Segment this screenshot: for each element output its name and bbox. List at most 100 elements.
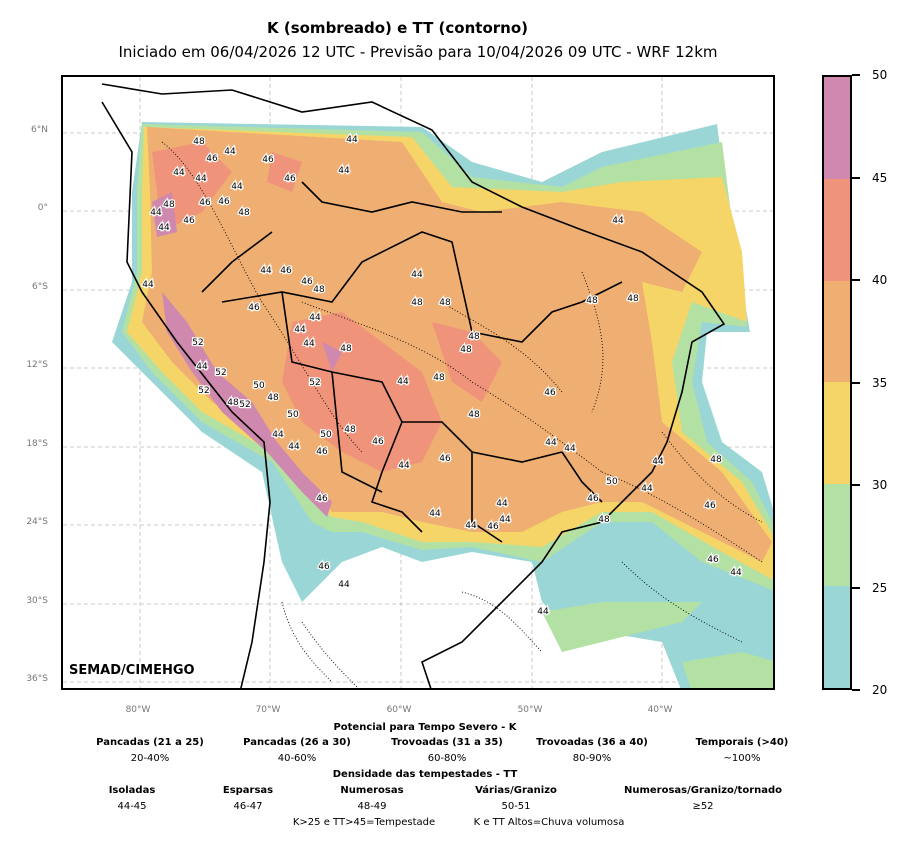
colorbar-tick <box>852 74 860 76</box>
chart-title: K (sombreado) e TT (contorno) <box>267 19 528 37</box>
tt-legend-value: ≥52 <box>692 801 714 812</box>
legend-note-storm: K>25 e TT>45=Tempestade <box>292 817 436 828</box>
contour-label: 48 <box>163 200 175 210</box>
colorbar-tick <box>852 586 860 589</box>
tt-legend-value: 44-45 <box>117 801 147 812</box>
contour-label: 48 <box>227 398 239 408</box>
contour-label: 46 <box>218 197 230 207</box>
contour-label: 44 <box>465 521 477 531</box>
lon-tick-label: 70°W <box>255 705 281 715</box>
colorbar-tick <box>852 689 860 691</box>
contour-label: 52 <box>192 338 203 348</box>
contour-label: 52 <box>215 368 226 378</box>
tt-legend-title: Densidade das tempestades - TT <box>332 769 518 780</box>
contour-label: 50 <box>253 381 265 391</box>
contour-label: 48 <box>586 296 598 306</box>
tt-legend-label: Várias/Granizo <box>475 785 557 796</box>
k-shade-green-south <box>542 602 773 688</box>
lat-tick-label: 6°N <box>31 125 48 135</box>
tt-legend-value: 46-47 <box>233 801 263 812</box>
map-panel: 48 44 46 44 44 44 46 44 46 44 48 46 46 44 48 46 44 44 44 46… <box>61 75 775 690</box>
contour-label: 44 <box>496 499 508 509</box>
k-legend-label: Temporais (>40) <box>695 737 789 748</box>
contour-label: 44 <box>231 182 243 192</box>
colorbar-tick-label: 50 <box>872 68 888 82</box>
k-legend-title: Potencial para Tempo Severo - K <box>333 722 517 733</box>
colorbar-segment <box>824 280 850 383</box>
contour-label: 44 <box>545 438 557 448</box>
contour-label: 50 <box>287 410 299 420</box>
contour-label: 44 <box>338 166 350 176</box>
contour-label: 44 <box>612 216 624 226</box>
contour-label: 50 <box>606 477 618 487</box>
contour-label: 46 <box>316 447 328 457</box>
contour-label: 48 <box>627 294 639 304</box>
contour-label: 46 <box>587 494 599 504</box>
contour-label: 46 <box>248 303 260 313</box>
contour-label: 46 <box>183 216 195 226</box>
contour-label: 48 <box>313 285 325 295</box>
contour-label: 44 <box>338 580 350 590</box>
contour-label: 44 <box>641 484 653 494</box>
colorbar-tick-label: 35 <box>872 375 888 390</box>
colorbar-segment <box>824 178 850 281</box>
contour-label: 46 <box>544 388 556 398</box>
contour-label: 44 <box>411 270 423 280</box>
contour-label: 46 <box>707 555 719 565</box>
contour-label: 44 <box>398 461 410 471</box>
contour-label: 52 <box>239 400 250 410</box>
contour-label: 44 <box>195 174 207 184</box>
contour-label: 46 <box>704 501 716 511</box>
colorbar-segment <box>824 382 850 485</box>
contour-label: 48 <box>468 332 480 342</box>
contour-label: 52 <box>198 386 209 396</box>
contour-label: 44 <box>196 362 208 372</box>
lat-tick-label: 6°S <box>32 282 48 292</box>
contour-label: 48 <box>460 345 472 355</box>
contour-label: 46 <box>301 277 313 287</box>
colorbar-tick-label: 40 <box>872 273 888 287</box>
lon-tick-label: 80°W <box>125 705 151 715</box>
contour-label: 44 <box>224 147 236 157</box>
contour-label: 46 <box>199 198 211 208</box>
k-legend-label: Trovoadas (31 a 35) <box>391 737 503 748</box>
contour-label: 44 <box>158 223 170 233</box>
contour-label: 48 <box>433 373 445 383</box>
contour-label: 44 <box>272 430 284 440</box>
contour-label: 44 <box>730 568 742 578</box>
contour-label: 44 <box>397 377 409 387</box>
k-legend-value: 80-90% <box>572 753 612 764</box>
k-legend-label: Pancadas (21 a 25) <box>96 737 204 748</box>
contour-label: 44 <box>294 325 306 335</box>
lat-tick-label: 24°S <box>26 517 48 527</box>
colorbar-segment <box>824 586 850 688</box>
chart-subtitle: Iniciado em 06/04/2026 12 UTC - Previsão… <box>118 43 718 61</box>
contour-label: 48 <box>598 515 610 525</box>
contour-label: 44 <box>309 313 321 323</box>
contour-label: 44 <box>150 208 162 218</box>
k-legend-label: Trovoadas (36 a 40) <box>536 737 648 748</box>
lon-tick-label: 60°W <box>386 705 412 715</box>
colorbar-tick-label: 20 <box>872 683 888 697</box>
colorbar-segment <box>824 484 850 587</box>
colorbar-tick <box>852 381 860 384</box>
contour-label: 44 <box>142 280 154 290</box>
tt-contours <box>161 141 763 688</box>
colorbar <box>822 75 852 690</box>
lat-tick-label: 36°S <box>26 674 48 684</box>
lon-tick-label: 40°W <box>647 705 673 715</box>
colorbar-segment <box>824 77 850 179</box>
contour-label: 44 <box>173 168 185 178</box>
coastlines-borders <box>101 83 726 688</box>
contour-label: 50 <box>320 430 332 440</box>
tt-legend-label: Esparsas <box>222 785 274 796</box>
k-legend-label: Pancadas (26 a 30) <box>243 737 351 748</box>
colorbar-tick <box>852 176 860 179</box>
k-legend-value: ~100% <box>723 753 761 764</box>
contour-label: 48 <box>238 208 250 218</box>
tt-legend-value: 48-49 <box>357 801 387 812</box>
contour-label: 46 <box>372 437 384 447</box>
contour-label: 48 <box>193 137 205 147</box>
